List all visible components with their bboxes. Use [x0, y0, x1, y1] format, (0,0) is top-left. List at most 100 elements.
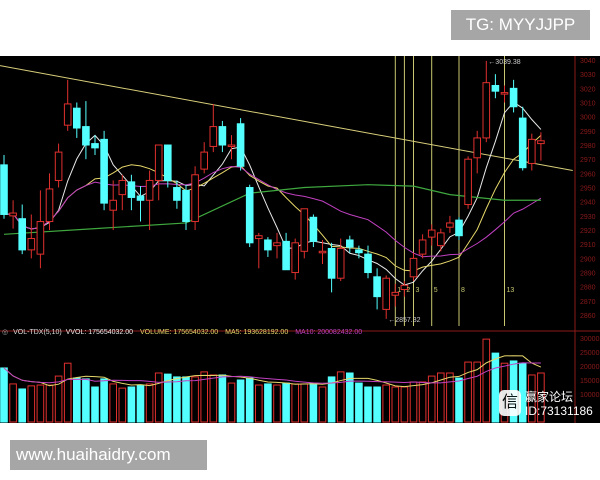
candle-down	[182, 189, 190, 223]
volume-bar	[118, 387, 127, 423]
long-ma-line	[3, 184, 541, 235]
fib-label: 13	[507, 287, 515, 294]
price-tick-label: 2870	[580, 299, 596, 306]
candle-down	[282, 240, 290, 271]
price-tick-label: 2900	[580, 256, 596, 263]
candle-up	[427, 229, 436, 238]
volume-bar	[100, 378, 108, 423]
volume-bar	[491, 352, 500, 423]
volume-bar	[273, 384, 281, 423]
forum-watermark: 信 赢家论坛 ID:73131186	[497, 386, 597, 422]
volume-bar	[473, 361, 481, 423]
candle-up	[118, 179, 127, 196]
volume-bar	[109, 383, 118, 423]
candle-up	[36, 221, 45, 255]
candle-up	[154, 144, 163, 181]
volume-bar	[482, 338, 491, 423]
candles	[0, 60, 545, 319]
candle-up	[227, 144, 236, 148]
candle-up	[446, 222, 454, 228]
candle-up	[27, 238, 36, 251]
stock-chart[interactable]: 3040 3030 3020 3010 3000 2990 2980 2970 2960 2950…	[0, 56, 600, 423]
volume-bar	[154, 372, 163, 423]
volume-bar	[291, 383, 299, 423]
price-tick-label: 2880	[580, 285, 596, 292]
price-tick-label: 2860	[580, 313, 596, 320]
volume-bar	[309, 382, 318, 423]
fib-label: 8	[461, 287, 465, 294]
website-url: www.huaihaidry.com	[10, 440, 207, 470]
volume-bar	[400, 386, 409, 423]
volume-ma10-line	[3, 362, 541, 384]
volume-bar	[27, 385, 36, 423]
candle-up	[109, 199, 118, 211]
candle-up	[473, 137, 481, 159]
volume-bar	[264, 383, 272, 423]
volume-bar	[54, 375, 63, 423]
volume-bar	[346, 372, 354, 423]
candle-up	[482, 82, 491, 139]
candle-up	[255, 235, 263, 240]
candle-up	[200, 151, 208, 170]
price-tick-label: 2890	[580, 271, 596, 278]
volume-bar	[209, 374, 218, 423]
volume-bar	[446, 372, 454, 423]
ma10-value: MA10: 200082432.00	[295, 329, 363, 336]
candle-up	[528, 138, 536, 164]
price-tick-label: 2930	[580, 214, 596, 221]
candle-up	[273, 242, 281, 247]
candle-down	[164, 144, 172, 181]
volume-bar	[427, 375, 436, 423]
volume-bar	[282, 382, 290, 423]
tag-label: TG: MYYJJPP	[451, 10, 590, 40]
volume-tick-label: 15000	[580, 378, 600, 385]
volume-bar	[91, 386, 99, 423]
volume-bar	[336, 371, 345, 423]
candle-up	[500, 92, 509, 95]
candle-up	[191, 174, 199, 223]
volume-bar	[300, 383, 309, 423]
fib-label: 2	[406, 287, 410, 294]
volume-bar	[164, 373, 172, 423]
candle-up	[291, 242, 299, 274]
forum-id: ID:73131186	[525, 404, 593, 418]
volume-bar	[0, 367, 8, 423]
chart-canvas[interactable]: 3040 3030 3020 3010 3000 2990 2980 2970 2960 2950…	[0, 56, 600, 423]
candle-down	[346, 239, 354, 248]
price-tick-label: 2980	[580, 143, 596, 150]
price-tick-label: 2910	[580, 242, 596, 249]
candle-down	[18, 218, 26, 251]
candle-up	[45, 188, 54, 223]
settings-circle-icon[interactable]: ◎	[2, 329, 9, 336]
candle-down	[264, 239, 272, 251]
volume-bar	[127, 386, 136, 423]
candle-up	[464, 158, 472, 206]
volume-bar	[437, 372, 445, 423]
candle-down	[73, 107, 81, 129]
candle-up	[318, 250, 327, 254]
volume-bar	[528, 374, 536, 423]
candle-up	[336, 247, 345, 279]
volume-bar	[182, 376, 190, 423]
fib-label: 3	[416, 287, 420, 294]
candle-down	[173, 187, 181, 201]
candle-up	[400, 284, 409, 291]
low-price-annotation: ←2857.32	[388, 317, 420, 324]
candle-down	[0, 164, 8, 215]
forum-name: 赢家论坛	[525, 390, 574, 404]
price-tick-label: 2950	[580, 186, 596, 193]
candle-up	[54, 151, 63, 181]
fib-label: 1	[397, 287, 401, 294]
price-tick-label: 2940	[580, 200, 596, 207]
price-tick-label: 2920	[580, 228, 596, 235]
indicator-lines	[0, 56, 573, 326]
volume-tick-label: 10000	[580, 392, 600, 399]
price-tick-label: 2960	[580, 171, 596, 178]
volume-bar	[145, 383, 154, 423]
volume-bar	[409, 381, 418, 423]
volume-bar	[391, 386, 400, 423]
volume-bar	[227, 382, 236, 423]
volume-bar	[382, 384, 390, 423]
candle-down	[309, 216, 318, 242]
volume-bar	[245, 377, 254, 423]
